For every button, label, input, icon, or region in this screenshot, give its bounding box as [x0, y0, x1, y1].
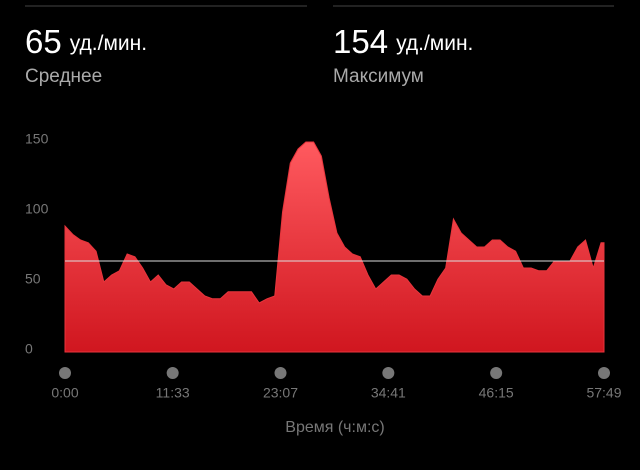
x-tick-dot	[59, 367, 71, 379]
x-tick-dot	[274, 367, 287, 379]
x-tick-label: 57:49	[586, 385, 621, 401]
x-tick-dot	[382, 367, 395, 379]
stat-value: 65	[25, 23, 62, 60]
stat-label: Максимум	[333, 66, 424, 87]
x-tick-label: 11:33	[156, 385, 190, 401]
y-tick-label: 150	[25, 131, 49, 147]
stat-unit: уд./мин.	[396, 32, 473, 55]
stat-unit: уд./мин.	[70, 32, 147, 55]
x-tick-label: 23:07	[263, 385, 298, 401]
x-tick-label: 46:15	[479, 385, 514, 401]
stat-label: Среднее	[25, 66, 102, 87]
x-tick-dot	[166, 367, 179, 379]
x-tick-dot	[490, 367, 503, 379]
stat: 65 уд./мин.	[25, 23, 147, 60]
x-tick-label: 0:00	[51, 385, 78, 401]
x-axis-label: Время (ч:м:с)	[285, 419, 384, 436]
heart-rate-area	[64, 141, 605, 353]
y-tick-label: 100	[25, 201, 49, 217]
y-tick-label: 50	[25, 271, 41, 287]
x-tick-label: 34:41	[371, 385, 406, 401]
y-tick-label: 0	[25, 341, 33, 357]
stat: 154 уд./мин.	[333, 23, 473, 60]
stat-value: 154	[333, 23, 388, 60]
x-tick-dot	[598, 367, 610, 379]
